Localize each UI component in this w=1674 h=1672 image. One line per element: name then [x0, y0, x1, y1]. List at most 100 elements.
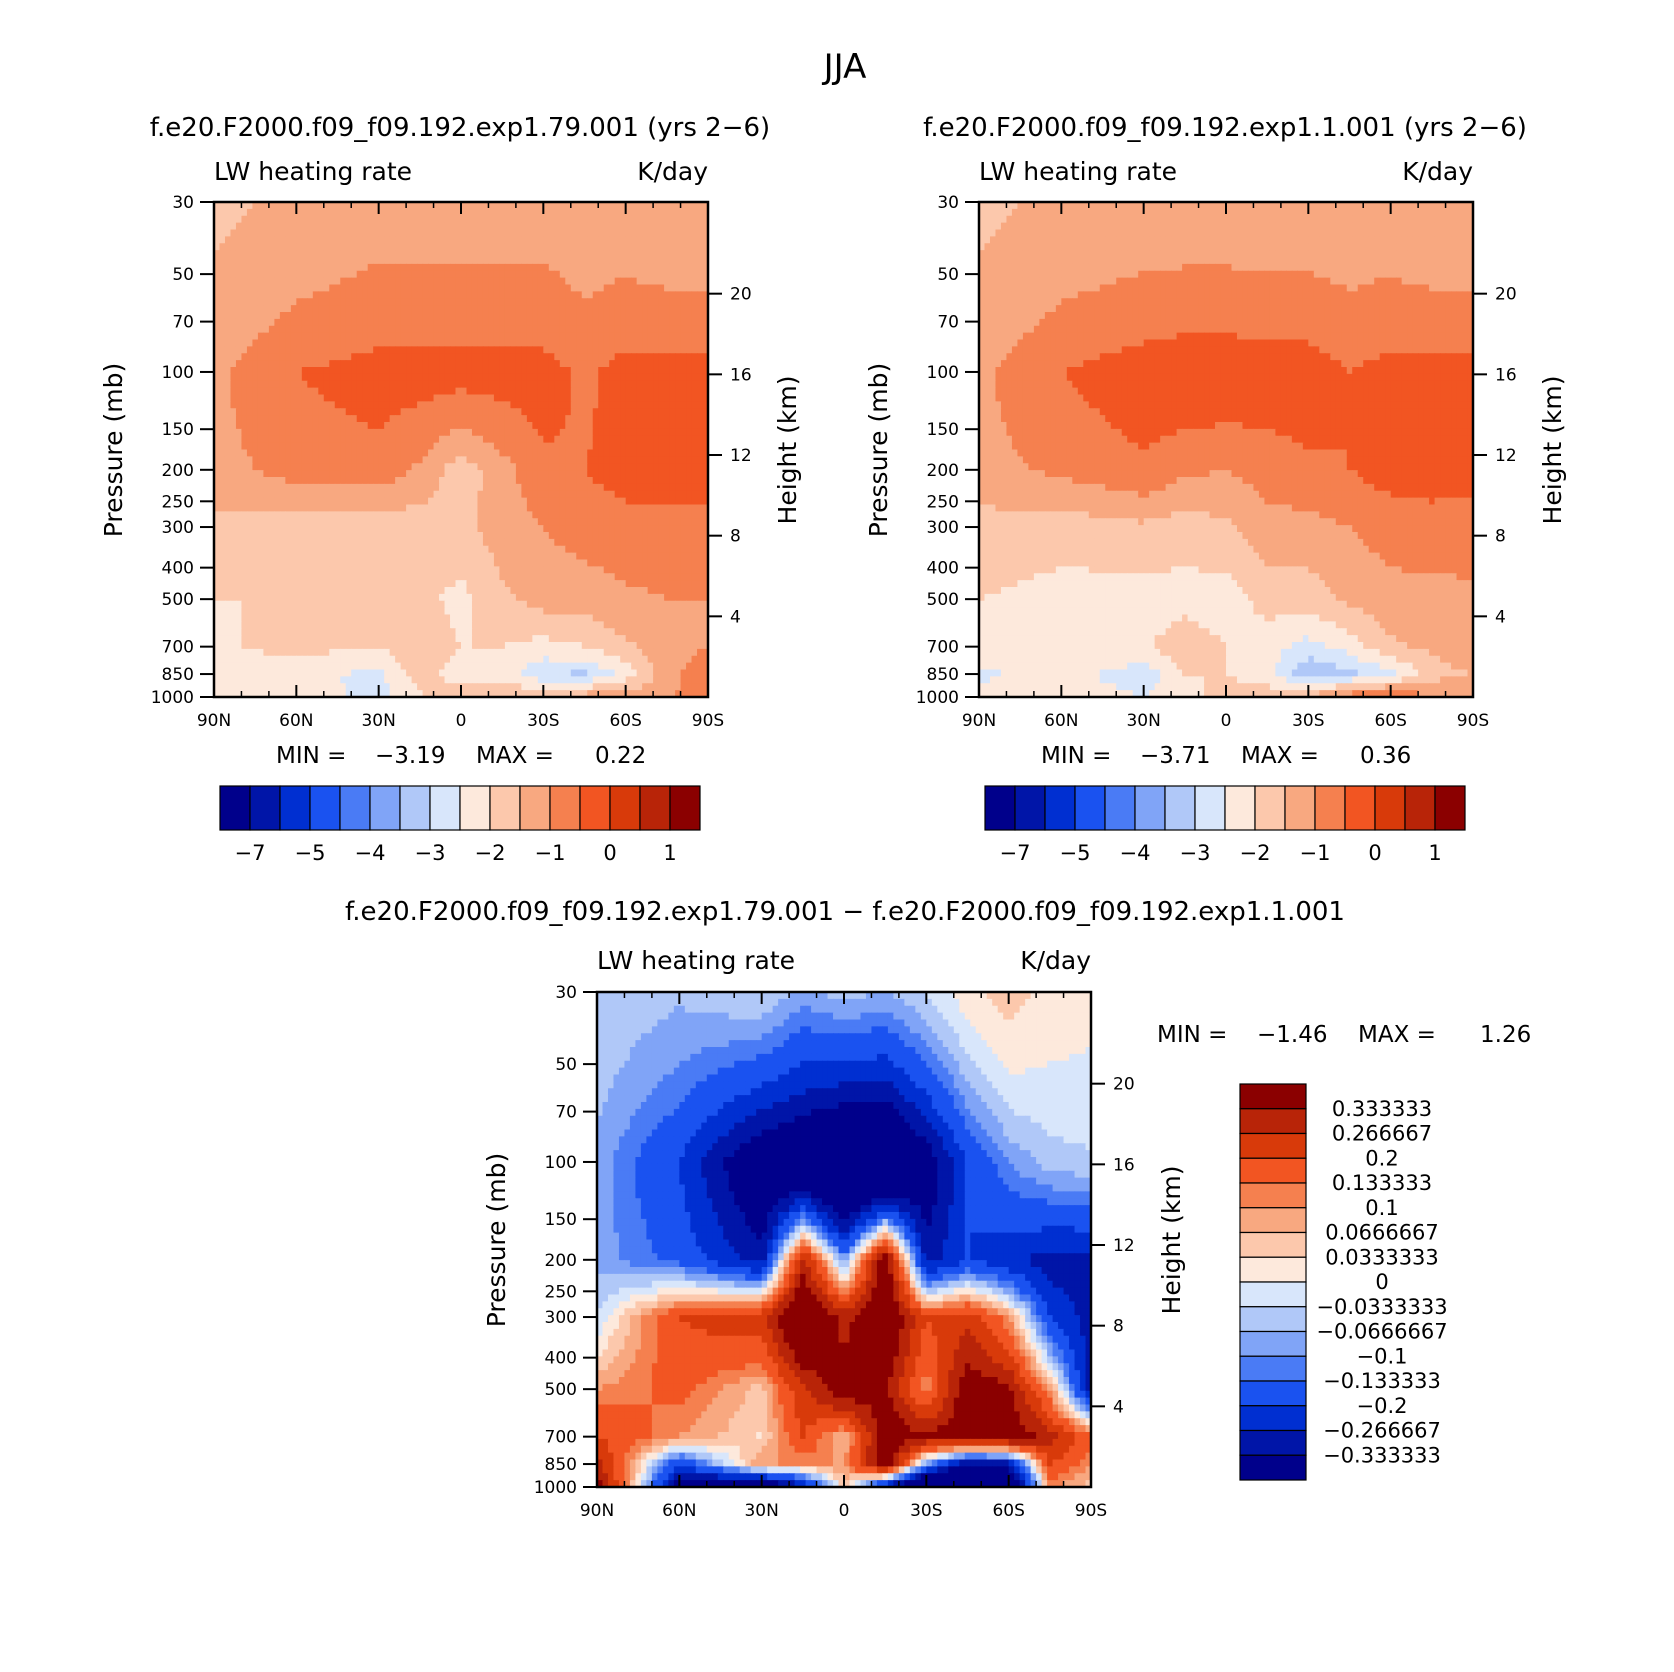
- field-cell: [301, 580, 308, 588]
- field-cell: [285, 422, 292, 430]
- field-cell: [702, 263, 708, 272]
- field-cell: [329, 532, 336, 540]
- field-cell: [592, 236, 599, 244]
- field-cell: [521, 332, 528, 341]
- field-cell: [439, 305, 446, 313]
- field-cell: [554, 215, 561, 224]
- field-cell: [521, 532, 528, 540]
- field-cell: [428, 428, 435, 437]
- field-cell: [581, 229, 588, 237]
- field-cell: [214, 346, 221, 354]
- field-cell: [329, 401, 336, 409]
- field-cell: [241, 367, 248, 375]
- field-cell: [658, 243, 665, 251]
- field-cell: [224, 263, 232, 272]
- field-cell: [389, 580, 396, 588]
- field-cell: [455, 284, 462, 292]
- field-cell: [224, 442, 232, 451]
- field-cell: [543, 346, 550, 354]
- field-cell: [219, 456, 226, 464]
- field-cell: [395, 339, 402, 347]
- field-cell: [537, 250, 544, 258]
- field-cell: [521, 504, 528, 512]
- field-cell: [279, 483, 286, 492]
- field-cell: [279, 518, 286, 526]
- field-cell: [686, 284, 693, 292]
- field-cell: [675, 422, 682, 430]
- field-cell: [653, 477, 660, 485]
- field-cell: [219, 257, 226, 265]
- field-cell: [598, 346, 605, 354]
- field-cell: [345, 380, 352, 389]
- field-cell: [351, 456, 358, 464]
- field-cell: [318, 545, 325, 554]
- field-cell: [537, 532, 544, 540]
- field-cell: [384, 470, 391, 478]
- field-cell: [559, 532, 566, 540]
- field-cell: [669, 545, 676, 554]
- field-cell: [691, 435, 698, 444]
- field-cell: [686, 525, 693, 533]
- field-cell: [230, 435, 237, 444]
- field-cell: [603, 394, 610, 402]
- field-cell: [620, 222, 627, 231]
- field-cell: [400, 277, 407, 286]
- field-cell: [691, 490, 698, 499]
- field-cell: [279, 511, 286, 519]
- field-cell: [444, 442, 451, 451]
- field-cell: [389, 401, 396, 409]
- field-cell: [592, 339, 599, 347]
- field-cell: [576, 284, 583, 292]
- field-cell: [356, 483, 363, 492]
- field-cell: [691, 538, 698, 547]
- field-cell: [290, 243, 297, 251]
- field-cell: [290, 422, 297, 430]
- field-cell: [631, 236, 638, 244]
- field-cell: [653, 552, 660, 561]
- field-cell: [526, 518, 533, 526]
- field-cell: [653, 257, 660, 265]
- field-cell: [647, 229, 654, 237]
- field-cell: [642, 566, 649, 574]
- field-cell: [471, 353, 479, 361]
- field-cell: [669, 538, 676, 547]
- field-cell: [274, 236, 281, 244]
- field-cell: [614, 408, 621, 416]
- field-cell: [230, 449, 237, 457]
- field-cell: [433, 415, 440, 423]
- field-cell: [389, 511, 396, 519]
- field-cell: [548, 552, 555, 561]
- field-cell: [598, 442, 605, 451]
- field-cell: [554, 387, 561, 396]
- field-cell: [669, 318, 676, 327]
- field-cell: [669, 490, 676, 499]
- field-cell: [675, 490, 682, 499]
- field-cell: [329, 360, 336, 368]
- field-cell: [482, 387, 490, 396]
- field-cell: [455, 373, 462, 382]
- field-cell: [521, 422, 528, 430]
- field-cell: [461, 215, 468, 224]
- field-cell: [384, 580, 391, 588]
- field-cell: [466, 291, 473, 299]
- field-cell: [598, 545, 605, 554]
- field-cell: [653, 387, 660, 396]
- field-cell: [224, 490, 232, 499]
- field-cell: [548, 559, 555, 567]
- field-cell: [559, 573, 566, 581]
- field-cell: [378, 435, 385, 444]
- field-cell: [581, 291, 588, 299]
- field-cell: [268, 442, 275, 451]
- field-cell: [411, 243, 418, 251]
- field-cell: [680, 257, 687, 265]
- field-cell: [296, 442, 303, 451]
- field-cell: [636, 318, 643, 327]
- field-cell: [373, 428, 380, 437]
- field-cell: [378, 263, 385, 272]
- field-cell: [290, 250, 297, 258]
- field-cell: [587, 525, 594, 533]
- field-cell: [367, 573, 374, 581]
- field-cell: [400, 463, 407, 471]
- field-cell: [268, 456, 275, 464]
- field-cell: [252, 346, 259, 354]
